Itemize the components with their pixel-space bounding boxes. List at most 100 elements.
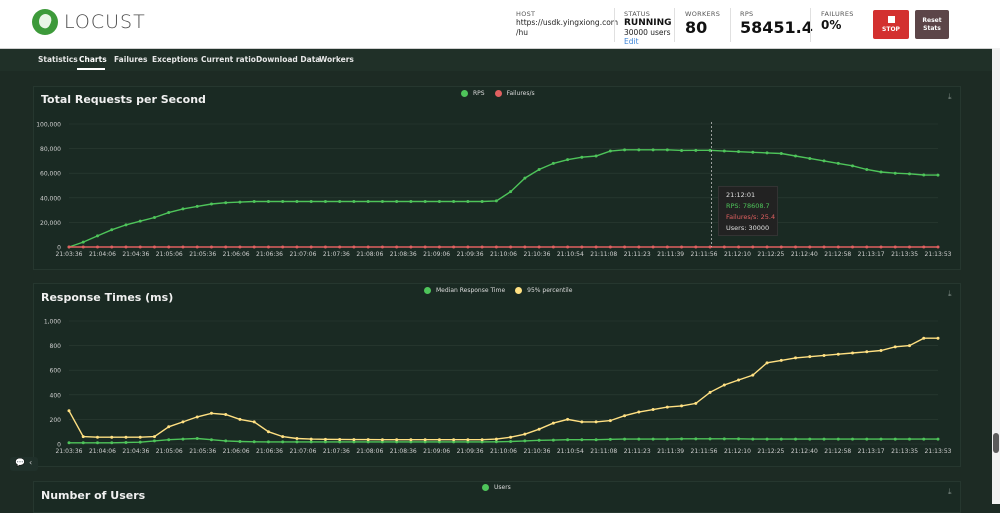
data-point[interactable] — [751, 150, 755, 154]
data-point[interactable] — [110, 228, 114, 232]
data-point[interactable] — [423, 440, 427, 444]
data-point[interactable] — [623, 148, 627, 152]
data-point[interactable] — [366, 440, 370, 444]
data-point[interactable] — [879, 245, 883, 249]
data-point[interactable] — [67, 245, 71, 249]
data-point[interactable] — [480, 245, 484, 249]
download-icon[interactable]: ⤓ — [948, 92, 952, 101]
tab-download-data[interactable]: Download Data — [256, 55, 321, 64]
edit-users-link[interactable]: Edit — [624, 37, 639, 46]
data-point[interactable] — [865, 245, 869, 249]
data-point[interactable] — [722, 149, 726, 153]
data-point[interactable] — [409, 440, 413, 444]
data-point[interactable] — [95, 234, 99, 238]
download-icon[interactable]: ⤓ — [948, 487, 952, 496]
data-point[interactable] — [879, 437, 883, 441]
data-point[interactable] — [181, 207, 185, 211]
data-point[interactable] — [651, 148, 655, 152]
legend-label-rps[interactable]: RPS — [473, 90, 485, 97]
data-point[interactable] — [195, 204, 199, 208]
page-scrollbar[interactable] — [992, 48, 1000, 504]
data-point[interactable] — [908, 245, 912, 249]
data-point[interactable] — [694, 245, 698, 249]
data-point[interactable] — [708, 245, 712, 249]
data-point[interactable] — [195, 436, 199, 440]
data-point[interactable] — [124, 223, 128, 227]
data-point[interactable] — [380, 438, 384, 442]
data-point[interactable] — [124, 245, 128, 249]
data-point[interactable] — [437, 245, 441, 249]
data-point[interactable] — [822, 437, 826, 441]
data-point[interactable] — [452, 438, 456, 442]
data-point[interactable] — [523, 245, 527, 249]
data-point[interactable] — [580, 420, 584, 424]
data-point[interactable] — [195, 415, 199, 419]
data-point[interactable] — [936, 245, 940, 249]
data-point[interactable] — [651, 245, 655, 249]
data-point[interactable] — [509, 440, 513, 444]
data-point[interactable] — [722, 383, 726, 387]
data-point[interactable] — [509, 435, 513, 439]
legend-label-users[interactable]: Users — [494, 484, 511, 491]
data-point[interactable] — [580, 245, 584, 249]
data-point[interactable] — [808, 156, 812, 160]
data-point[interactable] — [879, 349, 883, 353]
data-point[interactable] — [694, 401, 698, 405]
data-point[interactable] — [81, 435, 85, 439]
data-point[interactable] — [594, 245, 598, 249]
data-point[interactable] — [138, 219, 142, 223]
data-point[interactable] — [466, 440, 470, 444]
data-point[interactable] — [737, 437, 741, 441]
data-point[interactable] — [124, 435, 128, 439]
data-point[interactable] — [566, 438, 570, 442]
data-point[interactable] — [936, 437, 940, 441]
data-point[interactable] — [352, 440, 356, 444]
data-point[interactable] — [423, 245, 427, 249]
data-point[interactable] — [152, 215, 156, 219]
data-point[interactable] — [124, 441, 128, 445]
legend-label-failures[interactable]: Failures/s — [506, 90, 535, 97]
data-point[interactable] — [352, 245, 356, 249]
data-point[interactable] — [380, 245, 384, 249]
data-point[interactable] — [238, 417, 242, 421]
data-point[interactable] — [480, 199, 484, 203]
data-point[interactable] — [509, 245, 513, 249]
tab-statistics[interactable]: Statistics — [38, 55, 78, 64]
tab-failures[interactable]: Failures — [114, 55, 148, 64]
data-point[interactable] — [366, 245, 370, 249]
data-point[interactable] — [452, 245, 456, 249]
data-point[interactable] — [95, 435, 99, 439]
data-point[interactable] — [637, 437, 641, 441]
data-point[interactable] — [537, 168, 541, 172]
data-point[interactable] — [95, 441, 99, 445]
legend-label-p95[interactable]: 95% percentile — [527, 287, 573, 294]
data-point[interactable] — [708, 390, 712, 394]
data-point[interactable] — [309, 437, 313, 441]
data-point[interactable] — [537, 245, 541, 249]
data-point[interactable] — [851, 245, 855, 249]
data-point[interactable] — [380, 440, 384, 444]
data-point[interactable] — [737, 150, 741, 154]
data-point[interactable] — [908, 172, 912, 176]
data-point[interactable] — [352, 438, 356, 442]
data-point[interactable] — [295, 199, 299, 203]
data-point[interactable] — [794, 154, 798, 158]
data-point[interactable] — [808, 355, 812, 359]
data-point[interactable] — [295, 440, 299, 444]
data-point[interactable] — [266, 440, 270, 444]
data-point[interactable] — [209, 245, 213, 249]
data-point[interactable] — [138, 435, 142, 439]
data-point[interactable] — [551, 438, 555, 442]
data-point[interactable] — [708, 437, 712, 441]
data-point[interactable] — [224, 412, 228, 416]
data-point[interactable] — [437, 199, 441, 203]
data-point[interactable] — [751, 437, 755, 441]
data-point[interactable] — [922, 336, 926, 340]
data-point[interactable] — [836, 352, 840, 356]
data-point[interactable] — [851, 351, 855, 355]
data-point[interactable] — [494, 199, 498, 203]
chat-widget[interactable]: 💬 ‹ — [10, 457, 38, 471]
data-point[interactable] — [665, 148, 669, 152]
scrollbar-thumb[interactable] — [993, 433, 999, 453]
data-point[interactable] — [323, 199, 327, 203]
